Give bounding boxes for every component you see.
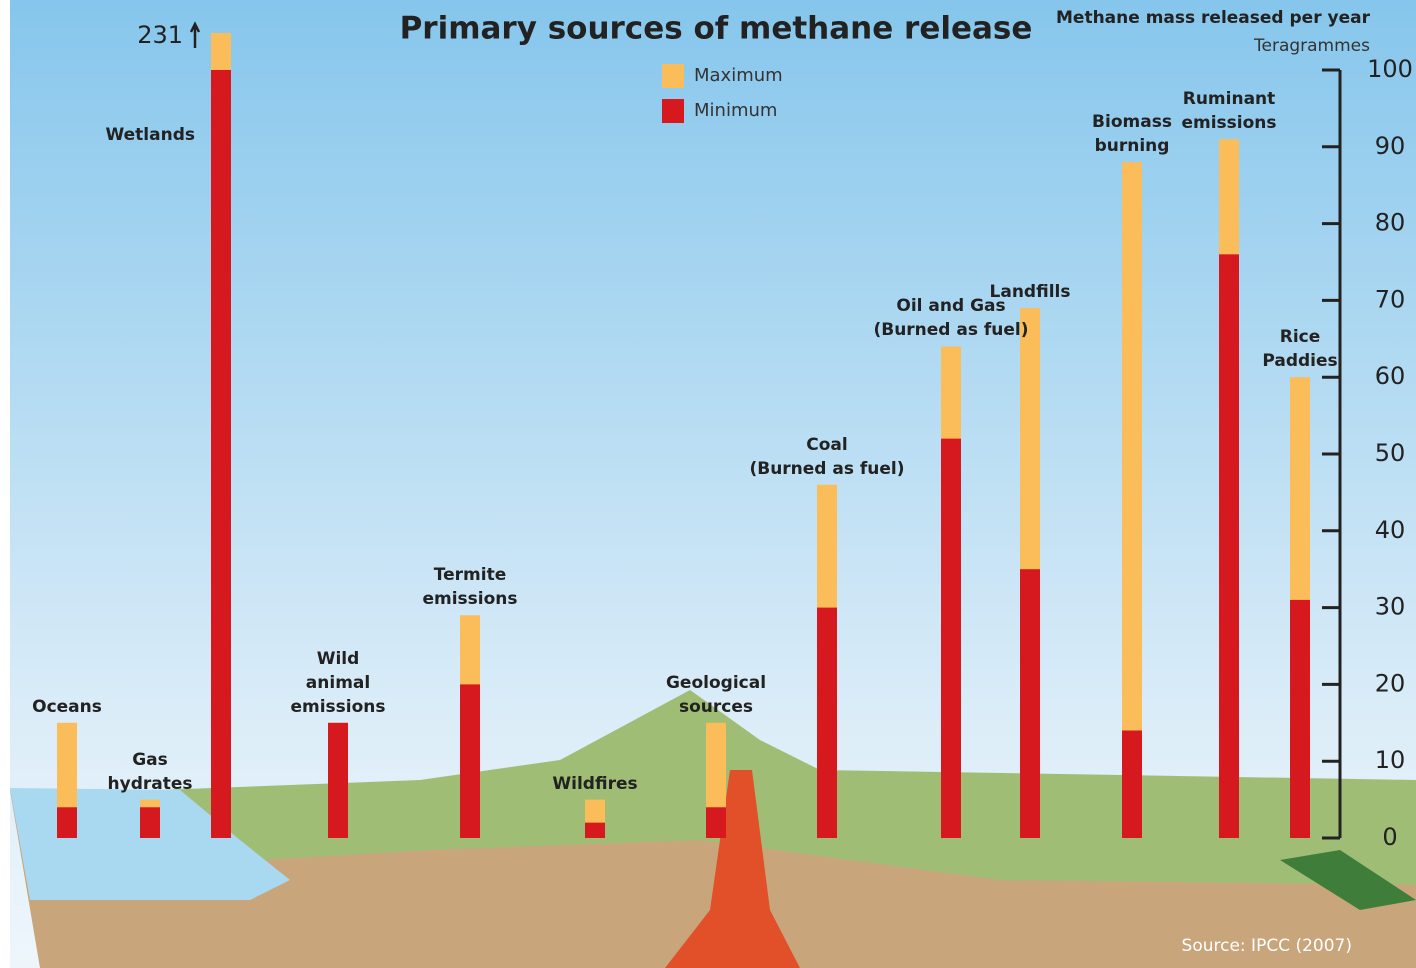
category-label: Gas hydrates	[108, 748, 193, 796]
bar-minimum	[57, 807, 77, 838]
bar-minimum	[1219, 254, 1239, 838]
bar-minimum	[460, 684, 480, 838]
bar-minimum	[1020, 569, 1040, 838]
legend-label: Maximum	[694, 65, 783, 86]
y-tick-label: 60	[1375, 362, 1406, 390]
category-label: Landfills	[990, 280, 1071, 304]
bar-minimum	[140, 807, 160, 838]
category-label: Termite emissions	[422, 563, 517, 611]
y-tick-label: 100	[1367, 55, 1413, 83]
bar-minimum	[211, 70, 231, 838]
y-tick-label: 80	[1375, 209, 1406, 237]
chart: Primary sources of methane release Metha…	[0, 0, 1416, 968]
infographic: Primary sources of methane release Metha…	[0, 0, 1416, 968]
bar-minimum	[328, 723, 348, 838]
category-label: Wildfires	[552, 772, 637, 796]
bar-minimum	[817, 608, 837, 838]
category-label: Rice Paddies	[1262, 325, 1337, 373]
value-label: 231	[137, 21, 183, 49]
category-label: Wild animal emissions	[290, 647, 385, 719]
category-label: Geological sources	[666, 671, 766, 719]
y-tick-label: 40	[1375, 516, 1406, 544]
legend-label: Minimum	[694, 100, 777, 121]
y-tick-label: 90	[1375, 132, 1406, 160]
y-tick-label: 0	[1382, 823, 1397, 851]
legend-swatch	[662, 99, 684, 123]
category-label: Ruminant emissions	[1181, 87, 1276, 135]
y-tick-label: 10	[1375, 746, 1406, 774]
source-note: Source: IPCC (2007)	[1182, 936, 1352, 956]
chart-title: Primary sources of methane release	[400, 11, 1033, 47]
category-label: Wetlands	[106, 123, 196, 147]
category-label: Biomass burning	[1092, 110, 1172, 158]
legend-swatch	[662, 64, 684, 88]
axis-unit: Teragrammes	[1253, 36, 1370, 56]
category-label: Oceans	[32, 695, 102, 719]
axis-title: Methane mass released per year	[1056, 8, 1371, 28]
y-tick-label: 20	[1375, 669, 1406, 697]
bar-minimum	[941, 439, 961, 838]
bar-minimum	[706, 807, 726, 838]
y-tick-label: 70	[1375, 285, 1406, 313]
category-label: Coal (Burned as fuel)	[749, 433, 904, 481]
y-tick-label: 30	[1375, 593, 1406, 621]
bar-minimum	[1122, 730, 1142, 838]
bar-minimum	[1290, 600, 1310, 838]
bar-minimum	[585, 823, 605, 838]
y-tick-label: 50	[1375, 439, 1406, 467]
